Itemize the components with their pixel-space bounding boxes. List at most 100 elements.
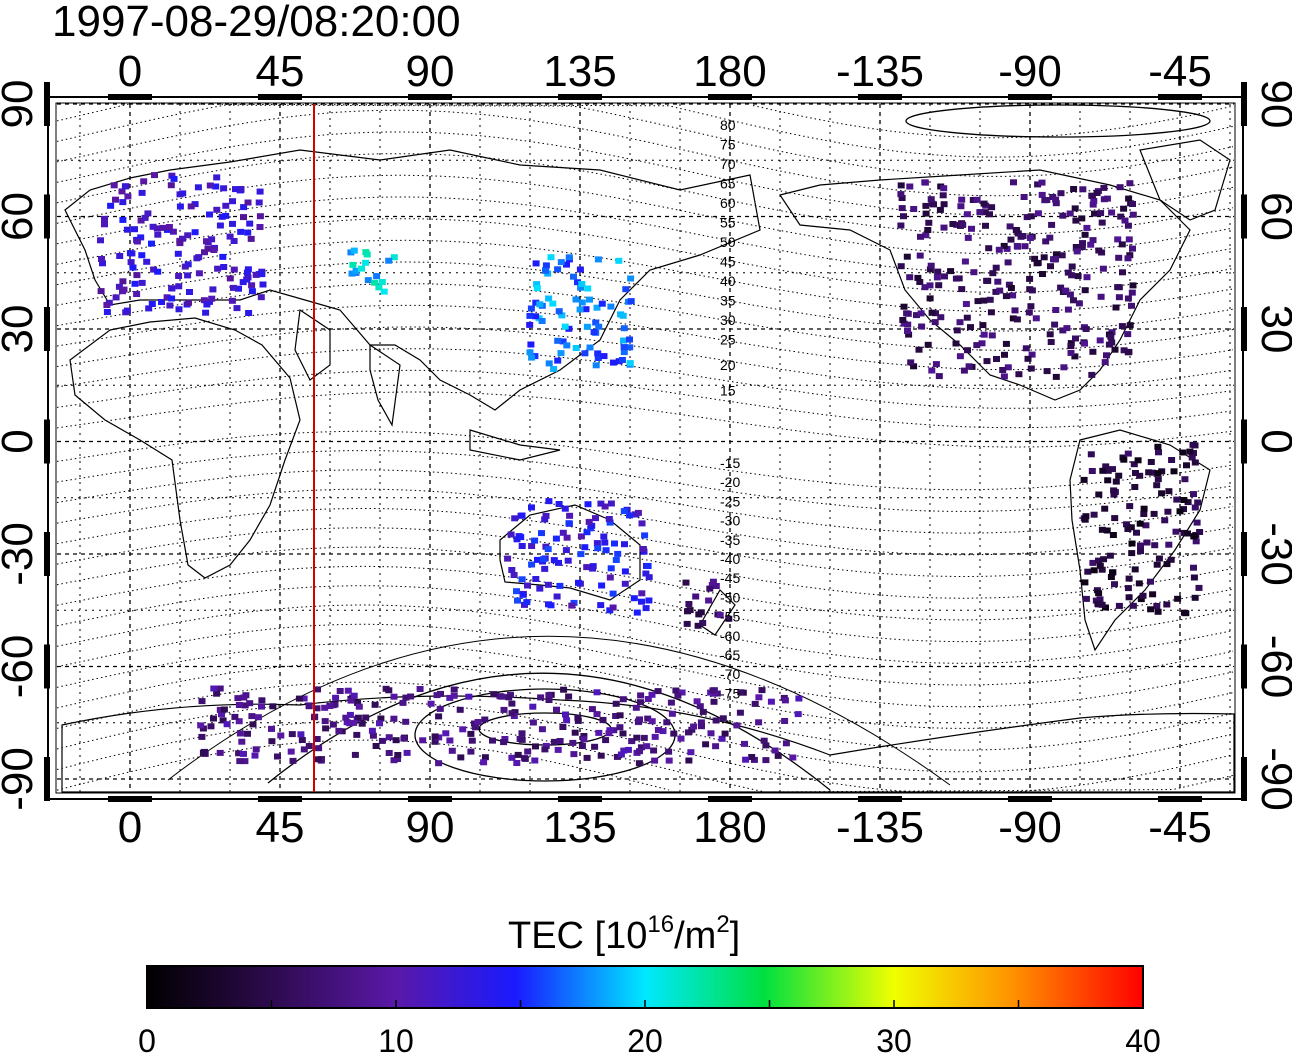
tec-cell	[994, 278, 1002, 285]
lat-tick-label-right: 90	[1252, 80, 1292, 129]
tec-cell	[552, 535, 560, 542]
tec-cell	[1024, 355, 1032, 362]
tec-cell	[528, 543, 536, 549]
tec-cell	[510, 572, 518, 578]
lat-tick-mark	[1241, 644, 1247, 689]
tec-cell	[1078, 244, 1086, 251]
tec-cell	[570, 273, 577, 280]
tec-cell	[529, 719, 537, 726]
tec-cell	[201, 249, 208, 256]
tec-cell	[1186, 448, 1194, 455]
tec-cell	[151, 172, 158, 179]
tec-cell	[1107, 333, 1115, 340]
tec-cell	[620, 344, 628, 351]
tec-cell	[594, 355, 602, 361]
tec-cell	[1193, 519, 1201, 526]
tec-cell	[342, 714, 350, 721]
tec-cell	[1155, 555, 1163, 562]
tec-cell	[1154, 470, 1162, 477]
lon-tick-mark	[858, 796, 902, 802]
tec-cell	[376, 720, 383, 727]
tec-cell	[762, 757, 770, 764]
tec-cell	[996, 287, 1004, 294]
tec-cell	[206, 182, 214, 189]
tec-cell	[1052, 200, 1060, 207]
tec-cell	[532, 576, 540, 582]
tec-cell	[916, 252, 924, 259]
tec-cell	[555, 501, 563, 507]
colorbar-tick-label: 10	[378, 1023, 414, 1057]
tec-cell	[1068, 272, 1076, 279]
tec-cell	[1026, 275, 1034, 282]
tec-cell	[526, 321, 534, 328]
tec-cell	[978, 340, 986, 347]
lat-tick-mark	[1241, 307, 1247, 351]
tec-cell	[236, 758, 244, 765]
tec-cell	[633, 734, 641, 741]
tec-cell	[364, 277, 372, 284]
tec-cell	[209, 286, 217, 293]
tec-cell	[952, 275, 960, 282]
tec-cell	[574, 714, 582, 721]
tec-cell	[1130, 461, 1138, 468]
tec-cell	[1190, 533, 1198, 540]
tec-cell	[1165, 541, 1173, 548]
tec-cell	[571, 729, 579, 736]
tec-cell	[1114, 284, 1122, 291]
tec-cell	[336, 688, 344, 694]
contour-labels: 80 75 70 65 60 55 50 45 40 35 30 25 20 15 -15 -20 -25 -30…	[720, 117, 740, 701]
tec-cell	[335, 727, 343, 734]
tec-cell	[1128, 302, 1135, 309]
tec-cell	[133, 272, 141, 279]
tec-cell	[707, 730, 715, 737]
tec-cell	[678, 689, 686, 696]
tec-cell	[599, 717, 607, 724]
tec-cell	[1191, 459, 1199, 466]
tec-cell	[614, 550, 622, 557]
tec-cell	[98, 256, 105, 262]
mag-lat-contour	[56, 508, 1234, 577]
tec-cell	[363, 251, 371, 258]
tec-cell	[236, 730, 244, 737]
tec-cell	[233, 305, 241, 312]
tec-cell	[913, 312, 920, 319]
tec-cell	[231, 713, 239, 720]
tec-cell	[1098, 526, 1106, 533]
contour-label: -30	[720, 513, 740, 529]
tec-cell	[558, 312, 566, 319]
tec-cell	[123, 226, 131, 233]
tec-cell	[195, 270, 203, 277]
tec-cell	[947, 268, 955, 275]
tec-cell	[1115, 294, 1123, 301]
tec-cell	[607, 303, 615, 310]
tec-cell	[957, 203, 965, 210]
tec-cell	[697, 719, 705, 726]
contour-label: 60	[720, 195, 736, 211]
tec-cell	[654, 727, 662, 733]
tec-cell	[120, 286, 128, 293]
tec-cell	[590, 329, 598, 336]
tec-cell	[549, 300, 557, 307]
tec-cell	[659, 728, 667, 735]
tec-cell	[591, 743, 599, 750]
tec-cell	[216, 685, 224, 692]
tec-cell	[1093, 190, 1101, 196]
tec-cell	[588, 706, 596, 713]
tec-cell	[1059, 327, 1067, 334]
tec-cell	[1017, 233, 1025, 240]
tec-cell	[586, 344, 594, 351]
tec-cell	[1072, 217, 1080, 224]
tec-cell	[1126, 322, 1134, 329]
tec-cell	[1038, 179, 1046, 186]
tec-cell	[1109, 532, 1117, 538]
tec-cell	[1000, 373, 1008, 380]
tec-cell	[638, 590, 646, 597]
tec-cell	[1047, 263, 1054, 270]
tec-cell	[963, 314, 971, 321]
tec-cell	[1090, 567, 1098, 574]
tec-cell	[592, 362, 600, 369]
tec-cell	[518, 576, 526, 583]
mag-lat-contour	[56, 239, 1234, 313]
tec-cell	[583, 564, 591, 571]
